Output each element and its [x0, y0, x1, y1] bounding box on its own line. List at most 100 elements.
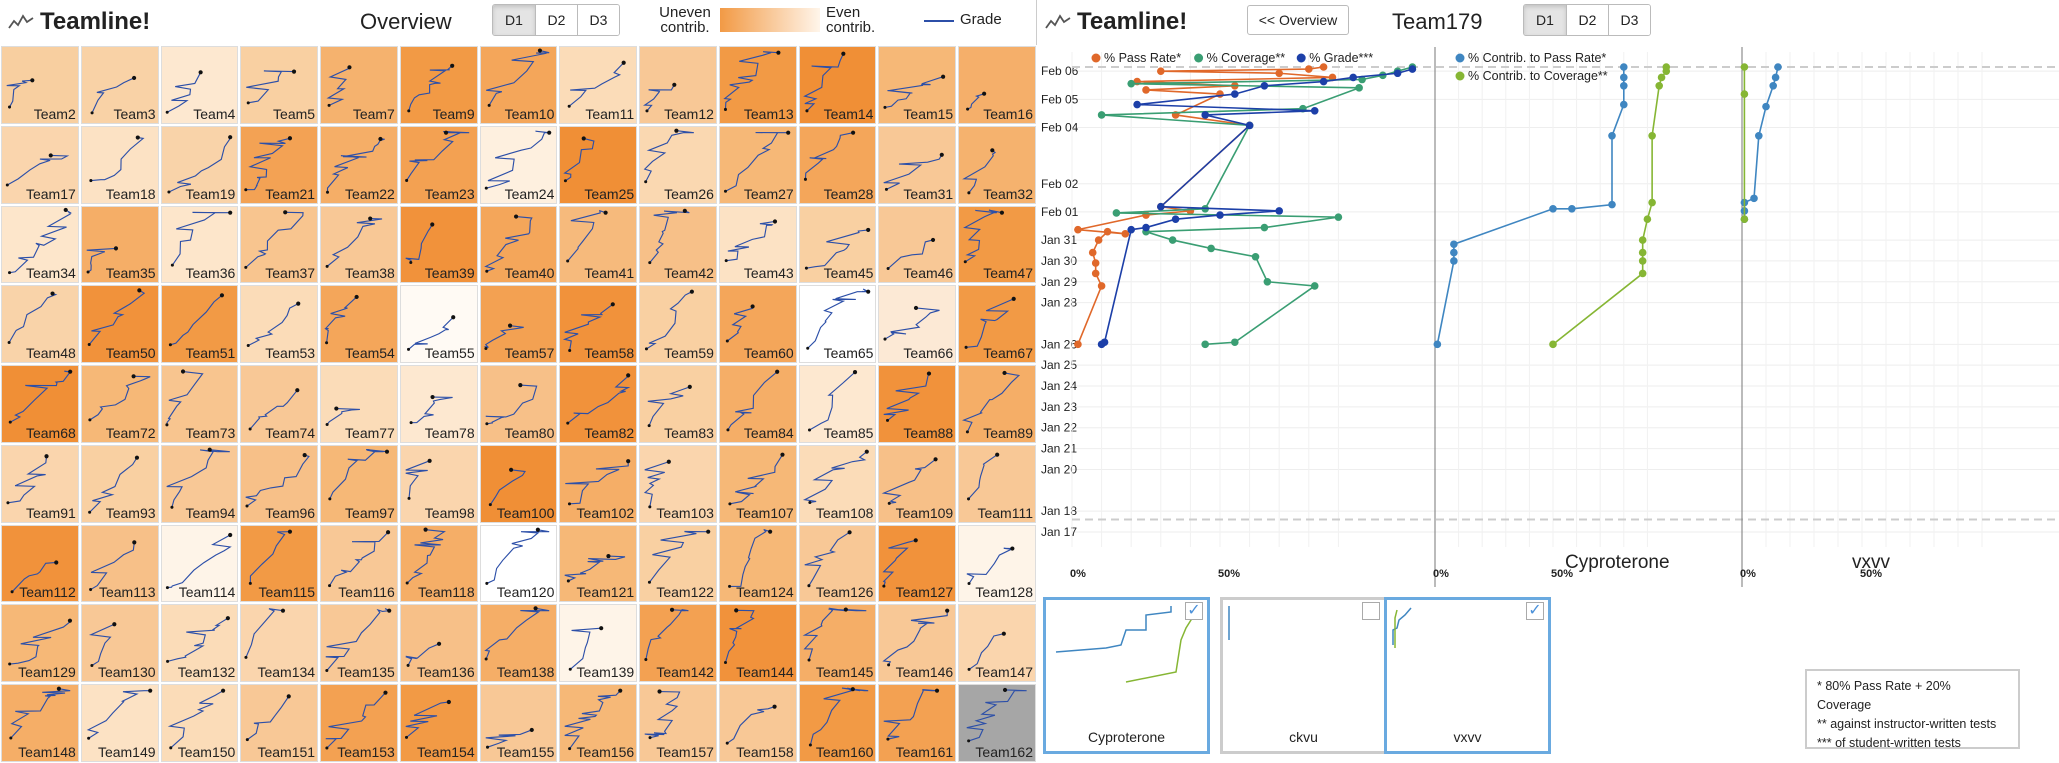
team-cell[interactable]: Team89 [957, 364, 1037, 444]
team-cell[interactable]: Team98 [398, 443, 479, 524]
team-cell[interactable]: Team91 [0, 443, 80, 524]
team-cell[interactable]: Team162 [957, 683, 1037, 763]
back-to-overview-button[interactable]: << Overview [1247, 5, 1349, 35]
team-cell[interactable]: Team9 [398, 45, 479, 125]
team-cell[interactable]: Team88 [877, 364, 958, 444]
team-cell[interactable]: Team38 [319, 204, 399, 285]
team-cell[interactable]: Team80 [478, 364, 559, 444]
team-cell[interactable]: Team155 [478, 683, 559, 763]
team-cell[interactable]: Team135 [319, 603, 399, 684]
team-cell[interactable]: Team22 [319, 124, 399, 205]
team-cell[interactable]: Team19 [159, 124, 240, 205]
team-cell[interactable]: Team107 [717, 443, 798, 524]
team-cell[interactable]: Team35 [79, 204, 160, 285]
team-cell[interactable]: Team115 [239, 523, 320, 604]
team-cell[interactable]: Team50 [79, 284, 160, 365]
team-cell[interactable]: Team58 [558, 284, 639, 365]
team-cell[interactable]: Team121 [558, 523, 639, 604]
team-cell[interactable]: Team55 [398, 284, 479, 365]
team-cell[interactable]: Team113 [79, 523, 160, 604]
team-cell[interactable]: Team46 [877, 204, 958, 285]
team-cell[interactable]: Team25 [558, 124, 639, 205]
team-cell[interactable]: Team157 [638, 683, 718, 763]
team-cell[interactable]: Team68 [0, 364, 80, 444]
team-cell[interactable]: Team102 [558, 443, 639, 524]
team-cell[interactable]: Team66 [877, 284, 958, 365]
team-cell[interactable]: Team31 [877, 124, 958, 205]
team-cell[interactable]: Team74 [239, 364, 320, 444]
team-cell[interactable]: Team103 [638, 443, 718, 524]
team-cell[interactable]: Team93 [79, 443, 160, 524]
team-cell[interactable]: Team57 [478, 284, 559, 365]
team-cell[interactable]: Team43 [717, 204, 798, 285]
team-cell[interactable]: Team146 [877, 603, 958, 684]
team-cell[interactable]: Team72 [79, 364, 160, 444]
checkbox-checked-icon[interactable]: ✓ [1526, 602, 1544, 620]
team-cell[interactable]: Team94 [159, 443, 240, 524]
team-cell[interactable]: Team147 [957, 603, 1037, 684]
team-cell[interactable]: Team12 [638, 45, 718, 125]
team-cell[interactable]: Team21 [239, 124, 320, 205]
team-cell[interactable]: Team118 [398, 523, 479, 604]
team-cell[interactable]: Team116 [319, 523, 399, 604]
team-cell[interactable]: Team150 [159, 683, 240, 763]
team-cell[interactable]: Team53 [239, 284, 320, 365]
tab-d2[interactable]: D2 [535, 5, 577, 35]
team-cell[interactable]: Team109 [877, 443, 958, 524]
team-cell[interactable]: Team27 [717, 124, 798, 205]
team-cell[interactable]: Team96 [239, 443, 320, 524]
checkbox-checked-icon[interactable]: ✓ [1185, 602, 1203, 620]
team-cell[interactable]: Team160 [797, 683, 878, 763]
team-cell[interactable]: Team128 [957, 523, 1037, 604]
team-cell[interactable]: Team42 [638, 204, 718, 285]
team-cell[interactable]: Team3 [79, 45, 160, 125]
team-cell[interactable]: Team36 [159, 204, 240, 285]
team-cell[interactable]: Team2 [0, 45, 80, 125]
team-cell[interactable]: Team149 [79, 683, 160, 763]
team-cell[interactable]: Team122 [638, 523, 718, 604]
team-cell[interactable]: Team108 [797, 443, 878, 524]
team-cell[interactable]: Team41 [558, 204, 639, 285]
tab-d2[interactable]: D2 [1566, 5, 1608, 35]
team-cell[interactable]: Team142 [638, 603, 718, 684]
team-cell[interactable]: Team100 [478, 443, 559, 524]
team-cell[interactable]: Team112 [0, 523, 80, 604]
team-cell[interactable]: Team156 [558, 683, 639, 763]
tab-d3[interactable]: D3 [1608, 5, 1650, 35]
team-cell[interactable]: Team4 [159, 45, 240, 125]
member-thumb-vxvv[interactable]: ✓ vxvv [1384, 597, 1551, 754]
team-cell[interactable]: Team51 [159, 284, 240, 365]
team-cell[interactable]: Team16 [957, 45, 1037, 125]
team-cell[interactable]: Team77 [319, 364, 399, 444]
team-cell[interactable]: Team97 [319, 443, 399, 524]
tab-d1[interactable]: D1 [493, 5, 535, 35]
team-cell[interactable]: Team45 [797, 204, 878, 285]
team-cell[interactable]: Team161 [877, 683, 958, 763]
member-thumb-ckvu[interactable]: ckvu [1220, 597, 1387, 754]
team-cell[interactable]: Team124 [717, 523, 798, 604]
team-cell[interactable]: Team132 [159, 603, 240, 684]
team-cell[interactable]: Team32 [957, 124, 1037, 205]
tab-d1[interactable]: D1 [1524, 5, 1566, 35]
team-cell[interactable]: Team139 [558, 603, 639, 684]
team-cell[interactable]: Team138 [478, 603, 559, 684]
team-cell[interactable]: Team10 [478, 45, 559, 125]
team-cell[interactable]: Team85 [797, 364, 878, 444]
team-cell[interactable]: Team82 [558, 364, 639, 444]
team-cell[interactable]: Team28 [797, 124, 878, 205]
team-cell[interactable]: Team40 [478, 204, 559, 285]
team-cell[interactable]: Team148 [0, 683, 80, 763]
team-cell[interactable]: Team7 [319, 45, 399, 125]
team-cell[interactable]: Team144 [717, 603, 798, 684]
team-cell[interactable]: Team73 [159, 364, 240, 444]
team-cell[interactable]: Team127 [877, 523, 958, 604]
checkbox-unchecked-icon[interactable] [1362, 602, 1380, 620]
member-thumb-cyproterone[interactable]: ✓ Cyproterone [1043, 597, 1210, 754]
team-cell[interactable]: Team130 [79, 603, 160, 684]
team-cell[interactable]: Team5 [239, 45, 320, 125]
team-cell[interactable]: Team114 [159, 523, 240, 604]
team-cell[interactable]: Team39 [398, 204, 479, 285]
team-cell[interactable]: Team48 [0, 284, 80, 365]
team-cell[interactable]: Team134 [239, 603, 320, 684]
team-cell[interactable]: Team83 [638, 364, 718, 444]
